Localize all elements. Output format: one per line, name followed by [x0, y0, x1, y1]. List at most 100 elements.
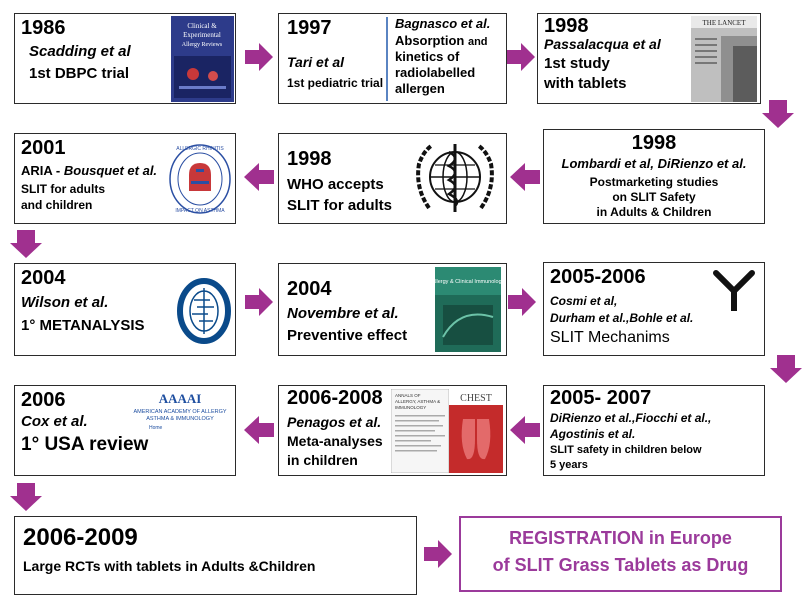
description: Preventive effect: [287, 327, 408, 344]
description-line1: 1st study: [544, 55, 610, 72]
cochrane-logo: [177, 278, 231, 344]
author-label: Tari et al: [287, 54, 345, 70]
timeline-box-2006-usa: 2006 Cox et al. 1° USA review AAAAI AMER…: [14, 385, 236, 476]
description: 1st pediatric trial: [287, 76, 384, 90]
timeline-box-1997: 1997 Tari et al 1st pediatric trial Bagn…: [278, 13, 507, 104]
lancet-cover-thumbnail: THE LANCET: [691, 16, 757, 102]
year-label: 1998: [631, 132, 677, 154]
year-label: 2006: [21, 389, 66, 411]
author-label: Cox et al.: [21, 413, 88, 430]
timeline-box-1998-postmarketing: 1998 Lombardi et al, DiRienzo et al. Pos…: [543, 129, 765, 224]
year-label: 1986: [21, 17, 66, 39]
author-line2: Agostinis et al.: [550, 427, 636, 441]
author-line1: Cosmi et al,: [550, 294, 618, 308]
annals-title-1: ANNALS OF: [395, 393, 421, 398]
description-line2: on SLIT Safety: [612, 190, 696, 204]
year-label: 1998: [287, 148, 332, 170]
year-label: 2005-2006: [550, 266, 646, 288]
arrow-right-icon: [245, 288, 273, 316]
description: SLIT Mechanims: [550, 329, 670, 346]
arrow-left-icon: [510, 163, 540, 191]
aaaai-line2: ASTHMA & IMMUNOLOGY: [146, 416, 214, 422]
side-line-3: radiolabelled: [395, 65, 476, 80]
description-line1: Postmarketing studies: [589, 175, 719, 189]
journal-cover-thumbnail: Clinical & Experimental Allergy Reviews: [171, 16, 234, 102]
author-label: Scadding et al: [29, 43, 131, 60]
aaaai-logo-mark: AAAAI: [159, 391, 202, 406]
aria-logo: ALLERGIC RHINITIS IMPACT ON ASTHMA: [169, 144, 231, 214]
side-line-1: Absorption and: [395, 33, 488, 48]
description: 1° USA review: [21, 434, 149, 455]
arrow-left-icon: [244, 416, 274, 444]
arrow-down-icon: [10, 230, 42, 258]
arrow-right-icon: [424, 540, 452, 568]
arrow-left-icon: [244, 163, 274, 191]
year-label: 2005- 2007: [550, 387, 652, 409]
registration-line1: REGISTRATION in Europe: [509, 528, 732, 548]
year-label: 1998: [544, 15, 589, 37]
timeline-box-2004-metanalysis: 2004 Wilson et al. 1° METANALYSIS: [14, 263, 236, 356]
description-line1: SLIT safety in children below: [550, 444, 702, 456]
aria-logo-top-text: ALLERGIC RHINITIS: [176, 146, 224, 152]
journal-title: Allergy & Clinical Immunology: [435, 279, 501, 285]
side-line-4: allergen: [395, 81, 445, 96]
side-line-2: kinetics of: [395, 49, 460, 64]
arrow-down-icon: [10, 483, 42, 511]
description-line2: with tablets: [544, 75, 627, 92]
aaaai-home-link: Home: [149, 425, 163, 431]
journal-title-line2: Experimental: [183, 31, 221, 39]
year-label: 2004: [21, 267, 66, 289]
journal-title-line1: Clinical &: [187, 22, 217, 30]
journal-cover-thumbnail: Allergy & Clinical Immunology: [435, 267, 501, 352]
timeline-box-2006-2008: 2006-2008 Penagos et al. Meta-analyses i…: [278, 385, 507, 476]
author-label: Penagos et al.: [287, 414, 382, 430]
description: 1° METANALYSIS: [21, 317, 145, 334]
divider: [386, 17, 388, 101]
author-line: ARIA - Bousquet et al.: [21, 163, 158, 178]
registration-line2: of SLIT Grass Tablets as Drug: [492, 555, 749, 575]
description-line2: and children: [21, 198, 93, 212]
description-line2: in children: [287, 452, 358, 468]
arrow-right-icon: [508, 288, 536, 316]
timeline-box-2005-mechanisms: 2005-2006 Cosmi et al, Durham et al.,Boh…: [543, 262, 765, 356]
year-label: 1997: [287, 17, 332, 39]
aria-logo-bottom-text: IMPACT ON ASTHMA: [175, 208, 225, 214]
timeline-box-2001: 2001 ARIA - Bousquet et al. SLIT for adu…: [14, 133, 236, 224]
lancet-title: THE LANCET: [703, 19, 747, 27]
arrow-down-icon: [770, 355, 802, 383]
year-label: 2006-2009: [23, 524, 138, 551]
year-label: 2001: [21, 137, 66, 159]
annals-title-2: ALLERGY, ASTHMA &: [395, 399, 440, 404]
author-line1: DiRienzo et al.,Fiocchi et al.,: [550, 411, 712, 425]
who-emblem: [416, 144, 494, 212]
arrow-down-icon: [762, 100, 794, 128]
arrow-right-icon: [245, 43, 273, 71]
arrow-left-icon: [510, 416, 540, 444]
annals-journal-thumbnail: ANNALS OF ALLERGY, ASTHMA & IMMUNOLOGY: [391, 389, 449, 473]
description-line1: Meta-analyses: [287, 433, 383, 449]
chest-title: CHEST: [460, 393, 492, 404]
author-line2: Durham et al.,Bohle et al.: [550, 311, 694, 325]
aaaai-logo: AAAAI AMERICAN ACADEMY OF ALLERGY ASTHMA…: [133, 391, 226, 431]
description: Large RCTs with tablets in Adults &Child…: [23, 558, 316, 574]
timeline-box-2006-2009: 2006-2009 Large RCTs with tablets in Adu…: [14, 516, 417, 595]
timeline-box-2005-2007: 2005- 2007 DiRienzo et al.,Fiocchi et al…: [543, 385, 765, 476]
year-label: 2004: [287, 278, 332, 300]
aaaai-line1: AMERICAN ACADEMY OF ALLERGY: [133, 409, 226, 415]
author-label: Passalacqua et al: [544, 36, 661, 52]
description-line1: SLIT for adults: [21, 182, 105, 196]
chest-journal-thumbnail: CHEST: [449, 389, 503, 473]
description-line2: 5 years: [550, 459, 588, 471]
description-line2: SLIT for adults: [287, 197, 392, 214]
author-label: Novembre et al.: [287, 305, 399, 322]
timeline-box-1998-who: 1998 WHO accepts SLIT for adults: [278, 133, 507, 224]
side-author-label: Bagnasco et al.: [395, 16, 491, 31]
author-label: Lombardi et al, DiRienzo et al.: [561, 156, 747, 171]
description-line3: in Adults & Children: [596, 205, 712, 219]
author-label: Wilson et al.: [21, 294, 109, 311]
registration-box: REGISTRATION in Europe of SLIT Grass Tab…: [459, 516, 782, 592]
timeline-box-2004-preventive: 2004 Novembre et al. Preventive effect A…: [278, 263, 507, 356]
description: 1st DBPC trial: [29, 65, 130, 82]
journal-title-line3: Allergy Reviews: [182, 42, 223, 48]
timeline-box-1998-tablets: 1998 Passalacqua et al 1st study with ta…: [537, 13, 761, 104]
